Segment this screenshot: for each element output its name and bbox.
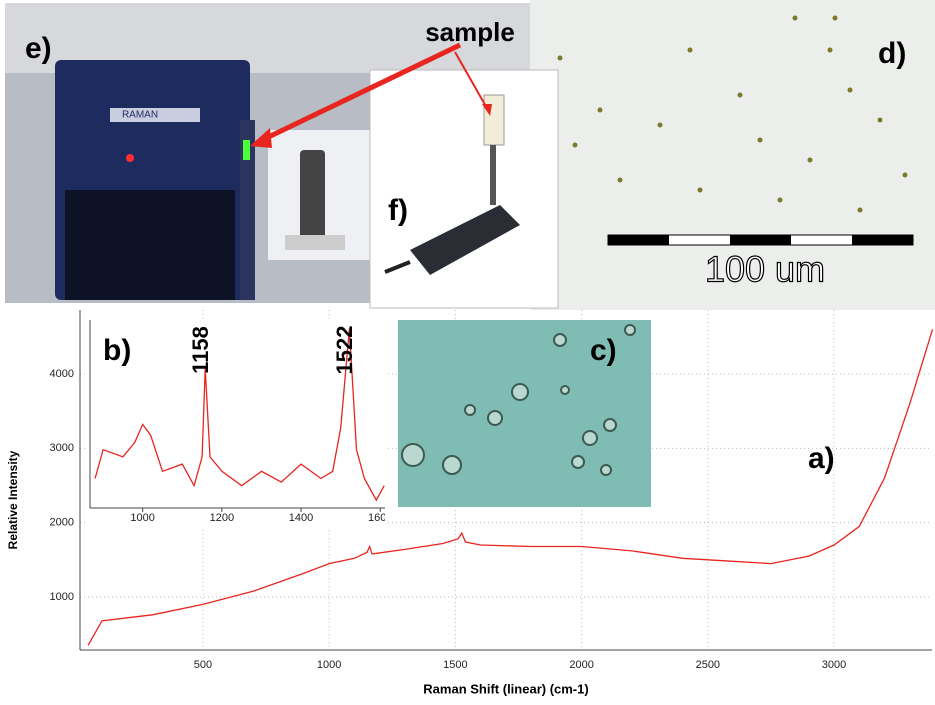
cell <box>464 404 476 416</box>
y-tick-label: 2000 <box>50 517 74 529</box>
panel-label: f) <box>388 194 408 227</box>
cell <box>571 455 585 469</box>
cell <box>487 410 503 426</box>
cell <box>401 443 425 467</box>
cell-dot <box>572 142 578 148</box>
cell-dot <box>832 15 838 21</box>
cell-dot <box>617 177 623 183</box>
cell-dot <box>777 197 783 203</box>
main-chart: 500 1000 1500 2000 2500 3000 1000 2000 3000 4000 R… <box>6 310 934 696</box>
cell <box>553 333 567 347</box>
arrow-head <box>482 104 492 116</box>
cell <box>560 385 570 395</box>
scale-bar-label: 100 um <box>705 249 825 290</box>
y-tick-label: 3000 <box>50 442 74 454</box>
panel-label: c) <box>590 334 617 367</box>
instrument-label: RAMAN <box>122 110 158 121</box>
panel-label: b) <box>103 334 131 367</box>
cell-dot <box>847 87 853 93</box>
cell-dot <box>807 157 813 163</box>
cell-dot <box>687 47 693 53</box>
x-tick-label: 1600 <box>368 512 392 524</box>
peak-annotation: 1522 <box>332 326 357 375</box>
cell <box>511 383 529 401</box>
spectrum-line <box>94 328 385 502</box>
x-tick-label: 1000 <box>317 659 341 671</box>
cell-dot <box>827 47 833 53</box>
photo-cells <box>398 320 651 507</box>
cell-dot <box>657 122 663 128</box>
photo-probe <box>369 69 559 309</box>
panel-label: d) <box>878 37 906 70</box>
x-tick-label: 1400 <box>289 512 313 524</box>
x-tick-label: 2500 <box>696 659 720 671</box>
cell <box>582 430 598 446</box>
cell-dot <box>902 172 908 178</box>
y-axis-title: Relative Intensity <box>6 450 20 549</box>
panel-label: a) <box>808 442 835 475</box>
cell <box>603 418 617 432</box>
inset-background <box>85 320 385 528</box>
photo-microscope: 100 um <box>530 0 935 310</box>
x-axis-title: Raman Shift (linear) (cm-1) <box>423 681 588 696</box>
y-tick-label: 4000 <box>50 368 74 380</box>
cell-dot <box>737 92 743 98</box>
x-tick-label: 500 <box>194 659 212 671</box>
arrow <box>454 51 489 111</box>
spectrum-line <box>87 329 934 646</box>
x-tick-label: 1200 <box>210 512 234 524</box>
arrow-head <box>250 128 272 148</box>
cell-dot <box>597 107 603 113</box>
x-tick-label: 1000 <box>130 512 154 524</box>
arrow <box>256 42 462 145</box>
cell <box>442 455 462 475</box>
x-tick-label: 2000 <box>569 659 593 671</box>
cell-dot <box>757 137 763 143</box>
peak-annotation: 1158 <box>188 326 213 374</box>
panel-label: e) <box>25 32 52 65</box>
cell-dot <box>877 117 883 123</box>
cell <box>624 324 636 336</box>
y-tick-label: 1000 <box>50 591 74 603</box>
inset-ticks: 1000 1200 1400 1600 <box>130 512 392 524</box>
cell-dot <box>792 15 798 21</box>
inset-chart: 1000 1200 1400 1600 1158 1522 <box>85 320 392 528</box>
sample-label: sample <box>425 17 515 47</box>
x-tick-label: 1500 <box>443 659 467 671</box>
cell-dot <box>697 187 703 193</box>
cell-dot <box>857 207 863 213</box>
cell <box>600 464 612 476</box>
x-tick-label: 3000 <box>822 659 846 671</box>
cell-dot <box>557 55 563 61</box>
